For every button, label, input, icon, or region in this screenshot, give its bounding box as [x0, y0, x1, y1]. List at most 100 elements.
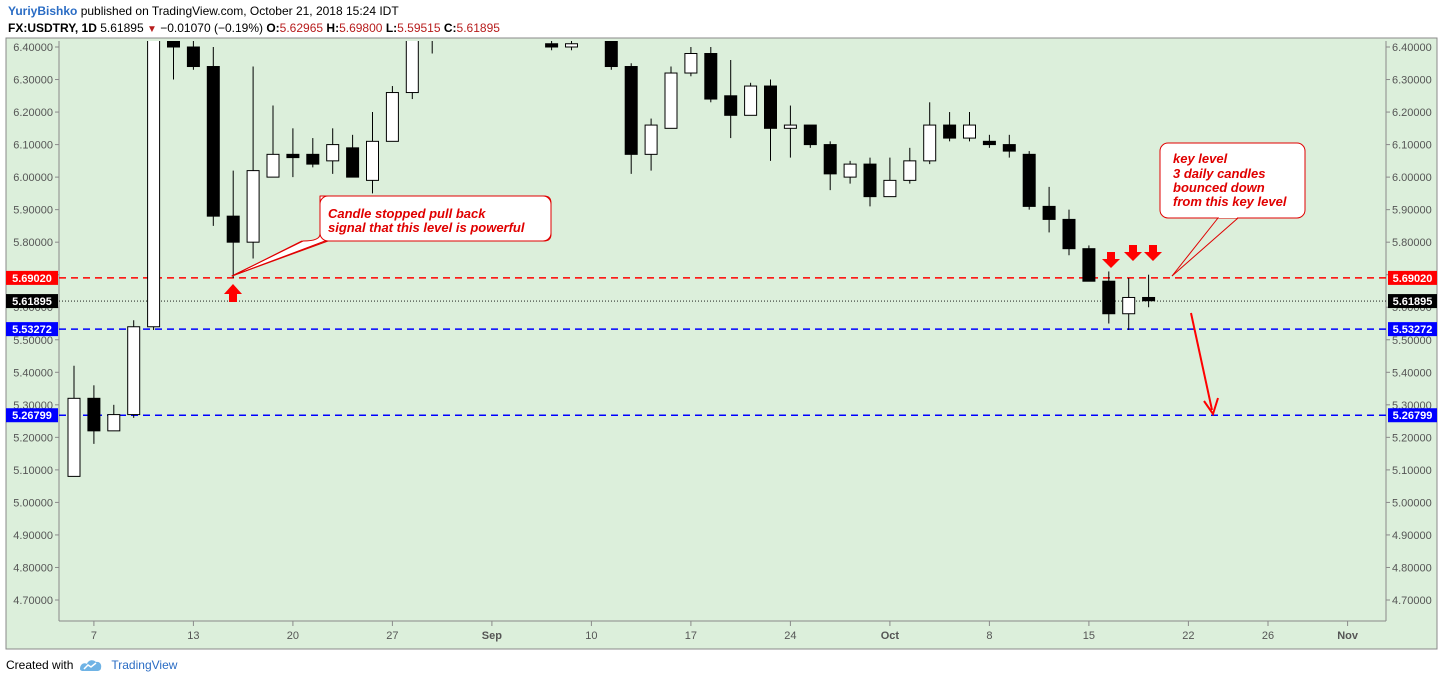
- high-label: H:: [326, 21, 340, 35]
- candle-body: [246, 170, 260, 243]
- candle-body: [963, 124, 976, 139]
- x-tick-label: 17: [685, 630, 697, 642]
- candle-body: [67, 397, 81, 477]
- annotation-key-line4: from this key level: [1173, 194, 1287, 209]
- y-tick-label: 6.40000: [1392, 42, 1432, 54]
- annotation-pullback-line1: Candle stopped pull back: [328, 206, 486, 221]
- level-price-label: 5.69020: [12, 273, 52, 285]
- candle-body: [206, 66, 220, 217]
- x-tick-label: 10: [585, 630, 597, 642]
- y-tick-label: 5.50000: [1392, 335, 1432, 347]
- y-tick-label: 5.80000: [1392, 237, 1432, 249]
- x-tick-label: 22: [1182, 630, 1194, 642]
- x-tick-label: Sep: [482, 630, 502, 642]
- level-price-label: 5.53272: [1393, 324, 1433, 336]
- candle-body: [943, 124, 957, 139]
- x-tick-label: 13: [187, 630, 199, 642]
- level-labels: 5.69020 5.69020 5.61895 5.61895 5.53272 5.532…: [6, 270, 1437, 423]
- y-tick-label: 4.70000: [1392, 595, 1432, 607]
- level-price-box: [1388, 408, 1437, 423]
- level-price-label: 5.26799: [12, 410, 52, 422]
- x-axis: 7 13 20 27 Sep 10 17 24 Oct 8 15 22 26 Nov: [91, 621, 1359, 642]
- candle-body: [545, 43, 559, 48]
- high-value: 5.69800: [339, 21, 383, 35]
- x-tick-label: 15: [1083, 630, 1095, 642]
- level-price-box: [1388, 322, 1437, 337]
- y-tick-label: 4.80000: [1392, 562, 1432, 574]
- x-tick-label: Oct: [881, 630, 900, 642]
- x-tick-label: 26: [1262, 630, 1274, 642]
- candle-body: [823, 144, 837, 175]
- candle-body: [346, 147, 360, 178]
- y-tick-label: 5.00000: [1392, 497, 1432, 509]
- candle-body: [1082, 248, 1096, 282]
- candle-body: [167, 41, 180, 48]
- down-triangle-icon: ▼: [146, 24, 157, 35]
- price-change: −0.01070 (−0.19%): [160, 21, 263, 35]
- annotation-pullback: Candle stopped pull back signal that thi…: [231, 195, 552, 277]
- symbol-label: FX:USDTRY, 1D: [8, 21, 97, 35]
- tradingview-link[interactable]: TradingView: [111, 658, 178, 672]
- candle-body: [664, 72, 678, 129]
- candle-body: [326, 144, 340, 162]
- candles: [67, 14, 1156, 477]
- x-tick-label: 20: [287, 630, 299, 642]
- author-link[interactable]: YuriyBishko: [8, 4, 78, 18]
- y-tick-label: 5.40000: [1392, 367, 1432, 379]
- x-tick-label: 7: [91, 630, 97, 642]
- candle-body: [1002, 144, 1016, 152]
- open-label: O:: [266, 21, 280, 35]
- candle-body: [1042, 205, 1056, 220]
- annotation-pullback-line2: signal that this level is powerful: [328, 220, 525, 235]
- y-tick-label: 4.90000: [13, 530, 53, 542]
- down-arrow-icon: [1124, 245, 1142, 261]
- y-tick-label: 6.00000: [1392, 172, 1432, 184]
- candle-body: [266, 153, 280, 178]
- close-label: C:: [443, 21, 457, 35]
- chart-publish-line: YuriyBishko published on TradingView.com…: [8, 4, 399, 18]
- candle-body: [883, 179, 897, 198]
- candle-body: [366, 140, 379, 181]
- y-tick-label: 4.90000: [1392, 530, 1432, 542]
- y-tick-label: 5.40000: [13, 367, 53, 379]
- candle-body: [863, 163, 877, 198]
- y-tick-label: 5.10000: [1392, 465, 1432, 477]
- candle-body: [1102, 280, 1116, 315]
- candle-body: [226, 215, 240, 243]
- level-price-box: [6, 294, 58, 309]
- level-price-label: 5.26799: [1393, 410, 1433, 422]
- candle-body: [644, 124, 658, 155]
- candle-body: [306, 153, 320, 165]
- price-chart[interactable]: 6.40000 6.30000 6.20000 6.10000 6.00000 5.900…: [0, 0, 1444, 650]
- low-label: L:: [385, 21, 398, 35]
- published-text: published on TradingView.com, October 21…: [80, 4, 399, 18]
- level-price-label: 5.61895: [12, 296, 52, 308]
- candle-body: [426, 14, 438, 30]
- annotation-key-line2: 3 daily candles: [1173, 166, 1266, 181]
- candle-body: [1022, 153, 1036, 207]
- y-tick-label: 4.70000: [13, 595, 53, 607]
- candle-body: [565, 43, 578, 48]
- open-value: 5.62965: [279, 21, 324, 35]
- candle-body: [127, 326, 141, 416]
- y-tick-label: 6.40000: [13, 42, 53, 54]
- candle-body: [385, 92, 399, 142]
- candle-body: [624, 66, 638, 155]
- level-price-label: 5.53272: [12, 324, 52, 336]
- candle-body: [1062, 218, 1076, 250]
- down-arrow-icon: [1144, 245, 1162, 261]
- arrow-markers: [224, 245, 1162, 302]
- y-tick-label: 6.30000: [13, 75, 53, 87]
- candle-body: [982, 140, 996, 146]
- last-price: 5.61895: [100, 21, 144, 35]
- y-tick-label: 5.50000: [13, 335, 53, 347]
- down-arrow-icon: [1102, 252, 1120, 268]
- y-tick-label: 5.00000: [13, 497, 53, 509]
- projection-arrow: [1190, 312, 1219, 417]
- y-tick-label: 5.20000: [13, 432, 53, 444]
- annotation-key-line1: key level: [1173, 151, 1228, 166]
- y-tick-label: 6.30000: [1392, 75, 1432, 87]
- candle-body: [604, 41, 618, 68]
- low-value: 5.59515: [397, 21, 441, 35]
- x-tick-label: 27: [386, 630, 398, 642]
